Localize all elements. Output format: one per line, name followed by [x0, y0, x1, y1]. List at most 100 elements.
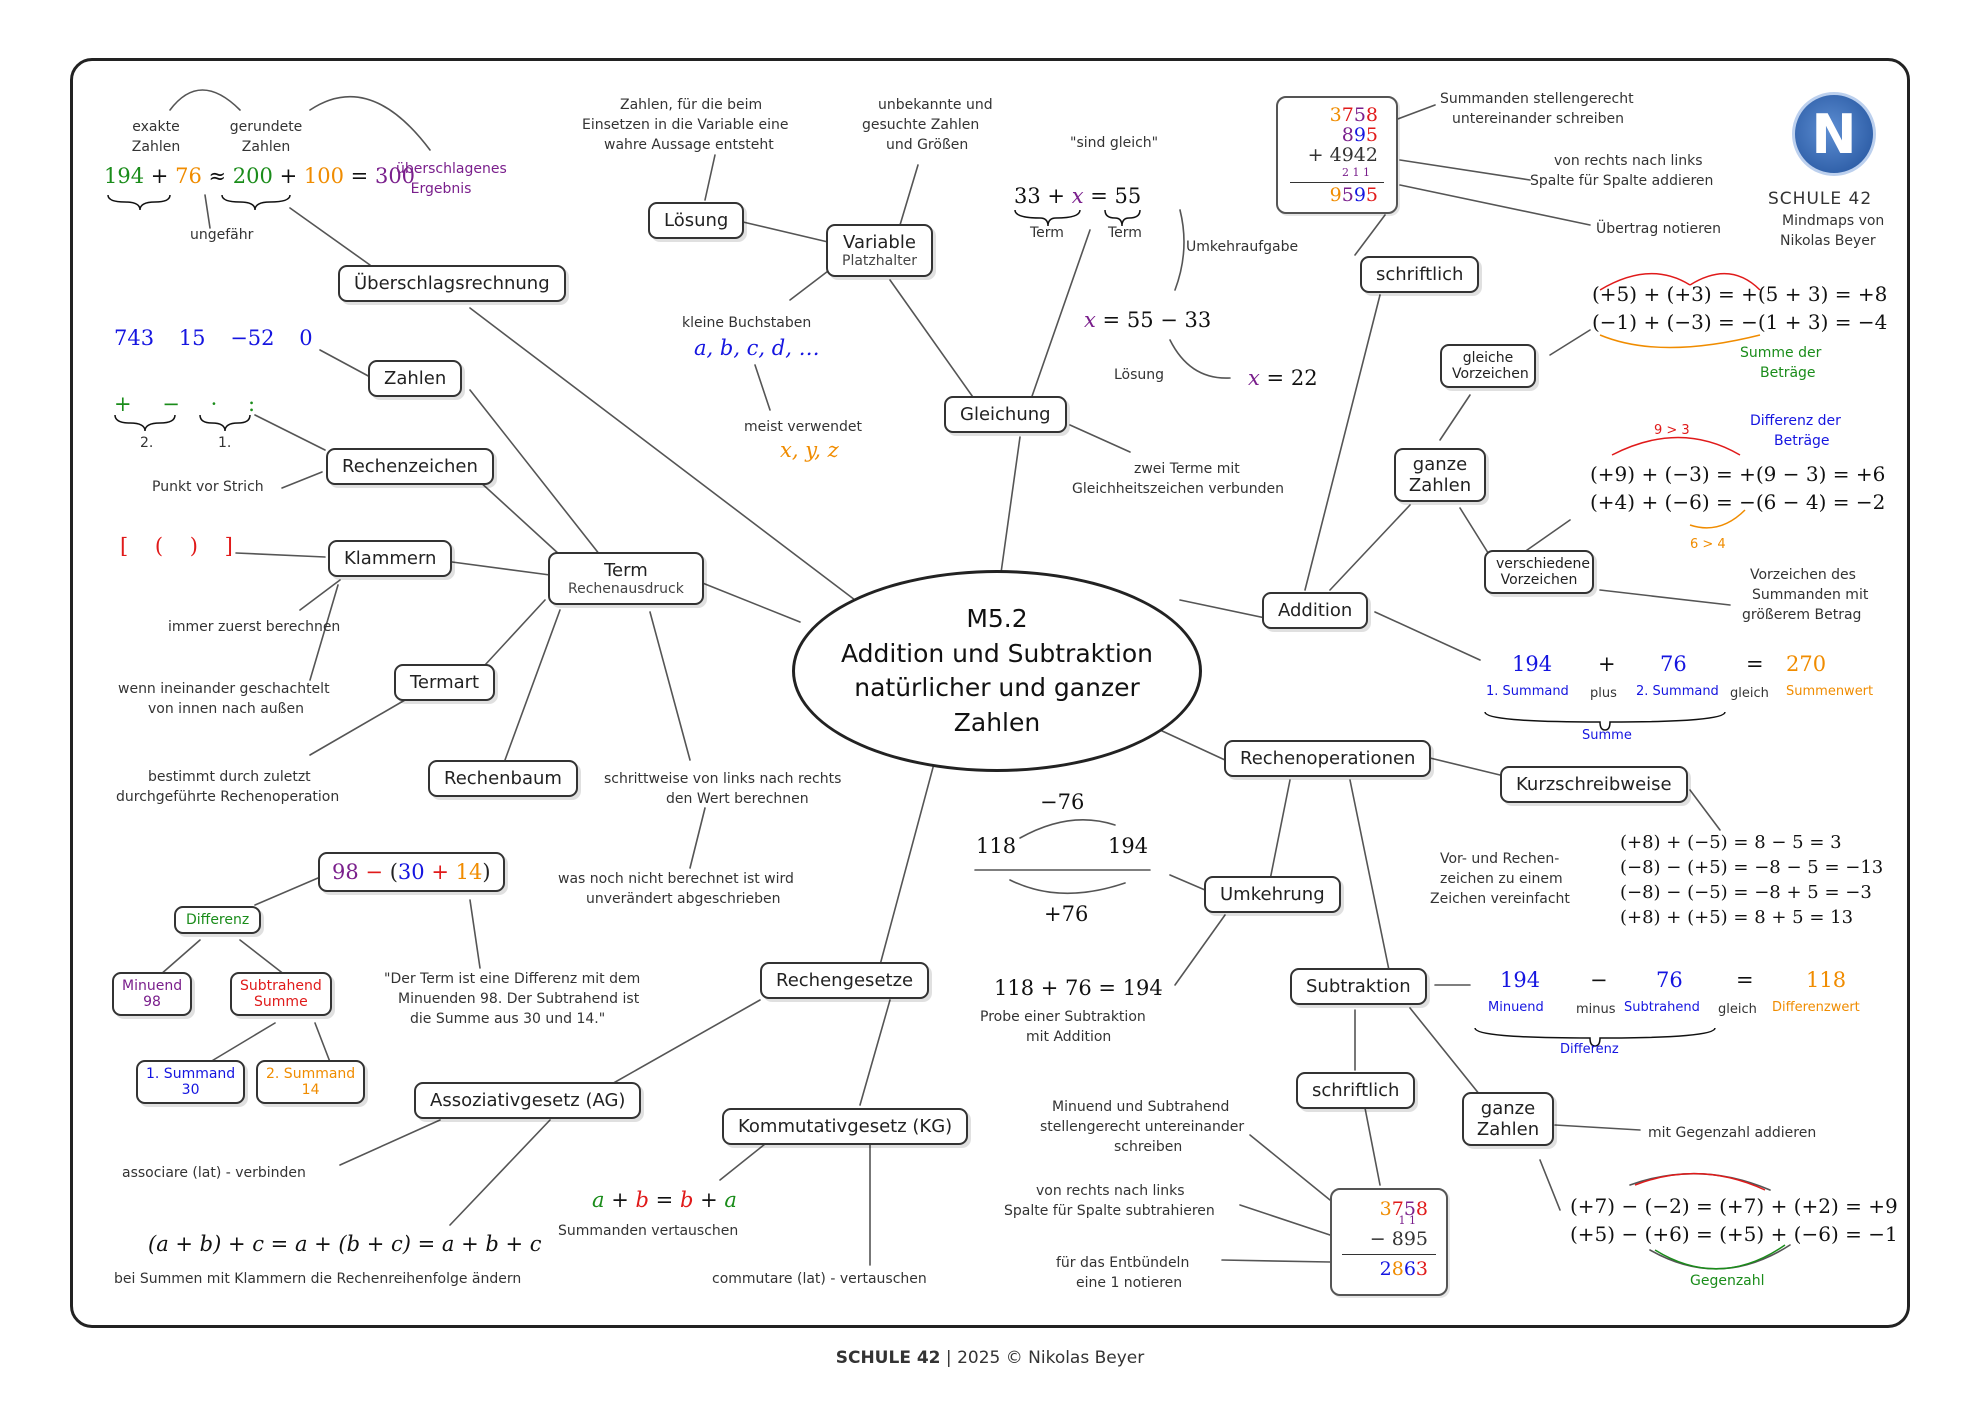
- logo-school: SCHULE 42: [1768, 189, 1873, 209]
- note-exakte: exakte Zahlen: [131, 119, 181, 155]
- node-klammern[interactable]: Klammern: [328, 540, 453, 577]
- node-variable-label: Variable: [843, 232, 916, 253]
- node-rechengesetze[interactable]: Rechengesetze: [760, 962, 930, 999]
- link-calc-stellen-sub: [1249, 1134, 1331, 1201]
- link-klammern-sym: [235, 552, 326, 558]
- node-umkehrung[interactable]: Umkehrung: [1204, 876, 1341, 913]
- note-term-left: Term: [1030, 225, 1064, 241]
- node-ganze-zahlen-sub[interactable]: ganze Zahlen: [1462, 1092, 1554, 1146]
- link-punktvorstrich: [281, 471, 323, 489]
- tree-summand-2: 2. Summand 14: [256, 1060, 366, 1104]
- link-gleiche-eq: [1549, 329, 1591, 356]
- note-kurz-1: Vor- und Rechen-: [1440, 851, 1560, 867]
- node-kurzschreibweise[interactable]: Kurzschreibweise: [1500, 766, 1688, 803]
- link-addition-ganze: [1329, 504, 1411, 591]
- loesung-equation: x = 22: [1248, 366, 1318, 390]
- note-vz-des-2: Summanden mit: [1752, 587, 1869, 603]
- link-addition-schriftlich: [1304, 294, 1381, 591]
- node-zahlen[interactable]: Zahlen: [368, 360, 463, 397]
- brace-summe: [1484, 711, 1726, 731]
- tree-summand-1-label: 1. Summand: [146, 1066, 236, 1082]
- label-minus: minus: [1576, 1002, 1616, 1017]
- link-sub-ganze: [1409, 1007, 1481, 1096]
- node-rechenoperationen[interactable]: Rechenoperationen: [1224, 740, 1432, 777]
- node-schriftlich-sub[interactable]: schriftlich: [1296, 1072, 1416, 1109]
- note-uebertrag: Übertrag notieren: [1596, 221, 1722, 237]
- link-sub-s1: [209, 1022, 276, 1063]
- sub-118: 118: [1806, 968, 1847, 992]
- node-loesung[interactable]: Lösung: [648, 202, 745, 239]
- note-term-right: Term: [1108, 225, 1142, 241]
- variable-xyz: x, y, z: [780, 438, 839, 462]
- umkehr-equation: x = 55 − 33: [1084, 308, 1212, 332]
- node-termart[interactable]: Termart: [394, 664, 496, 701]
- node-subtraktion[interactable]: Subtraktion: [1290, 968, 1427, 1005]
- tree-subtrahend: Subtrahend Summe: [230, 972, 332, 1016]
- link-sub-s2: [314, 1022, 331, 1063]
- note-rl-sub-1: von rechts nach links: [1036, 1183, 1185, 1199]
- node-rechenzeichen[interactable]: Rechenzeichen: [326, 448, 494, 485]
- note-probe-1: Probe einer Subtraktion: [980, 1009, 1146, 1025]
- center-title-1: Addition und Subtraktion: [840, 638, 1154, 668]
- label-differenzwert: Differenzwert: [1772, 1000, 1860, 1015]
- link-loesung-variable: [742, 221, 829, 243]
- note-zwei-terme-2: Gleichheitszeichen verbunden: [1072, 481, 1284, 497]
- node-rechenbaum[interactable]: Rechenbaum: [428, 760, 578, 797]
- center-code: M5.2: [966, 604, 1028, 633]
- node-gleichung[interactable]: Gleichung: [944, 396, 1067, 433]
- kurz-row-3: (−8) − (−5) = −8 + 5 = −3: [1620, 882, 1872, 903]
- link-kg-eq: [719, 1139, 771, 1181]
- note-meist: meist verwendet: [744, 419, 862, 435]
- sub-minus: −: [1590, 968, 1608, 992]
- node-kommutativgesetz[interactable]: Kommutativgesetz (KG): [722, 1108, 969, 1145]
- brace-ueber2: [221, 194, 291, 211]
- versch-row-1: (+9) + (−3) = +(9 − 3) = +6: [1590, 462, 1886, 486]
- link-center-ueberschlag: [469, 307, 856, 601]
- node-term[interactable]: Term Rechenausdruck: [548, 552, 704, 605]
- calc-add-row3: + 4942: [1307, 144, 1378, 166]
- link-zahlen-nums: [319, 349, 373, 379]
- link-calc-rechts: [1399, 159, 1531, 181]
- label-summe: Summe: [1582, 728, 1632, 743]
- label-summenwert: Summenwert: [1786, 684, 1874, 699]
- node-variable-sub: Platzhalter: [842, 253, 917, 269]
- calc-addition: 3758 895 + 4942 2 1 1 9595: [1276, 96, 1398, 214]
- node-addition[interactable]: Addition: [1262, 592, 1369, 629]
- node-schriftlich-add[interactable]: schriftlich: [1360, 256, 1480, 293]
- link-umkehr-diagram: [1169, 874, 1206, 891]
- note-groesser-1: 9 > 3: [1654, 423, 1690, 438]
- note-kurz-2: zeichen zu einem: [1440, 871, 1563, 887]
- school-logo: N: [1792, 92, 1876, 176]
- link-versch-eq: [1519, 519, 1571, 556]
- note-entbuendeln-2: eine 1 notieren: [1076, 1275, 1183, 1291]
- note-stellen-sub-1: Minuend und Subtrahend: [1052, 1099, 1230, 1115]
- note-stellengerecht-2: untereinander schreiben: [1452, 111, 1625, 127]
- note-punkt-vor-strich: Punkt vor Strich: [152, 479, 264, 495]
- node-ueberschlagsrechnung[interactable]: Überschlagsrechnung: [338, 265, 566, 302]
- link-ag-associare: [339, 1119, 441, 1166]
- link-center-rechenop: [1159, 729, 1226, 761]
- umkehr-minus76: −76: [1040, 790, 1085, 814]
- note-zwei-terme-1: zwei Terme mit: [1134, 461, 1240, 477]
- node-variable[interactable]: Variable Platzhalter: [826, 224, 933, 277]
- link-ag-eq: [449, 1119, 551, 1226]
- gleiche-row-1: (+5) + (+3) = +(5 + 3) = +8: [1592, 282, 1888, 306]
- tree-summand-2-value: 14: [301, 1082, 320, 1098]
- node-ganze-zahlen-add[interactable]: ganze Zahlen: [1394, 448, 1486, 502]
- node-verschiedene-vorzeichen[interactable]: verschiedene Vorzeichen: [1484, 550, 1594, 594]
- node-gleiche-vorzeichen[interactable]: gleiche Vorzeichen: [1440, 344, 1536, 388]
- brace-ueber1: [107, 194, 171, 211]
- arrow-gerundete-ergebnis: [309, 95, 431, 151]
- sub-equals: =: [1736, 968, 1754, 992]
- note-loesung-label: Lösung: [1114, 367, 1165, 383]
- footer-separator: |: [945, 1348, 952, 1368]
- label-summand-2: 2. Summand: [1636, 684, 1719, 699]
- ganze-sub-row-2: (+5) − (+6) = (+5) + (−6) = −1: [1570, 1222, 1898, 1246]
- tree-subtrahend-label: Subtrahend: [240, 978, 322, 994]
- node-assoziativgesetz[interactable]: Assoziativgesetz (AG): [414, 1082, 642, 1119]
- arrow-gegenzahl-red: [1634, 1172, 1766, 1191]
- brace-term2: [1104, 209, 1141, 227]
- note-vz-des-3: größerem Betrag: [1742, 607, 1862, 623]
- link-center-rechengesetze: [879, 759, 936, 966]
- note-quote-3: die Summe aus 30 und 14.": [410, 1011, 606, 1027]
